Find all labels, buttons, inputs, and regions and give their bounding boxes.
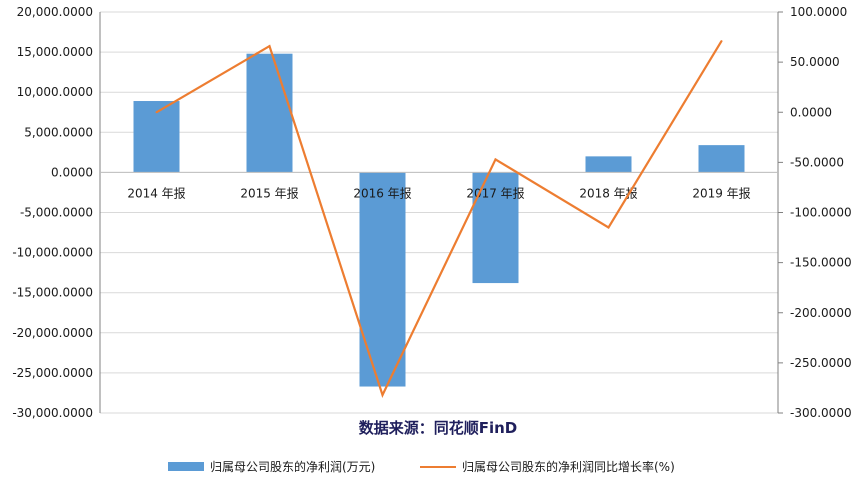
left-tick-label: -30,000.0000 — [12, 406, 93, 420]
left-tick-label: 10,000.0000 — [17, 85, 93, 99]
left-tick-label: 15,000.0000 — [17, 45, 93, 59]
bar — [246, 53, 293, 173]
legend-label-line: 归属母公司股东的净利润同比增长率(%) — [462, 459, 675, 474]
right-tick-label: -250.0000 — [790, 356, 852, 370]
left-tick-label: -10,000.0000 — [12, 246, 93, 260]
legend-label-bar: 归属母公司股东的净利润(万元) — [210, 459, 375, 474]
left-tick-label: 0.0000 — [51, 165, 93, 179]
line-point — [381, 393, 384, 396]
legend-swatch-bar — [168, 462, 204, 471]
right-axis-ticks: 100.0000 50.0000 0.0000 -50.0000 -100.0000 -1… — [790, 5, 852, 420]
left-tick-label: 20,000.0000 — [17, 5, 93, 19]
bar — [585, 156, 632, 173]
left-tick-label: -15,000.0000 — [12, 286, 93, 300]
category-label: 2015 年报 — [240, 185, 298, 200]
line-point — [607, 226, 610, 229]
right-tick-label: 50.0000 — [790, 55, 840, 69]
growth-line-path — [155, 40, 723, 398]
category-label: 2014 年报 — [127, 185, 185, 200]
right-tick-label: 100.0000 — [790, 5, 847, 19]
right-tick-label: -50.0000 — [790, 155, 844, 169]
category-labels: 2014 年报 2015 年报 2016 年报 2017 年报 2018 年报 2019 … — [127, 185, 750, 200]
growth-line — [155, 40, 723, 398]
category-label: 2017 年报 — [466, 185, 524, 200]
right-tick-label: -150.0000 — [790, 256, 852, 270]
line-point — [720, 40, 723, 43]
source-annotation: 数据来源：同花顺FinD — [359, 419, 518, 437]
right-tick-label: -100.0000 — [790, 206, 852, 220]
axes — [99, 11, 783, 414]
left-tick-label: 5,000.0000 — [24, 125, 93, 139]
line-point — [494, 158, 497, 161]
bar — [698, 145, 745, 173]
gridlines — [100, 11, 778, 414]
left-tick-label: -25,000.0000 — [12, 366, 93, 380]
bars — [133, 53, 745, 387]
left-tick-label: -20,000.0000 — [12, 326, 93, 340]
line-point — [268, 45, 271, 48]
bar — [359, 172, 406, 387]
right-tick-label: 0.0000 — [790, 105, 832, 119]
category-label: 2018 年报 — [579, 185, 637, 200]
right-tick-label: -200.0000 — [790, 306, 852, 320]
line-point — [155, 111, 158, 114]
left-tick-label: -5,000.0000 — [20, 206, 93, 220]
left-axis-ticks: 20,000.0000 15,000.0000 10,000.0000 5,000.0… — [12, 5, 93, 420]
legend: 归属母公司股东的净利润(万元) 归属母公司股东的净利润同比增长率(%) — [168, 459, 675, 474]
right-tick-label: -300.0000 — [790, 406, 852, 420]
category-label: 2019 年报 — [692, 185, 750, 200]
category-label: 2016 年报 — [353, 185, 411, 200]
